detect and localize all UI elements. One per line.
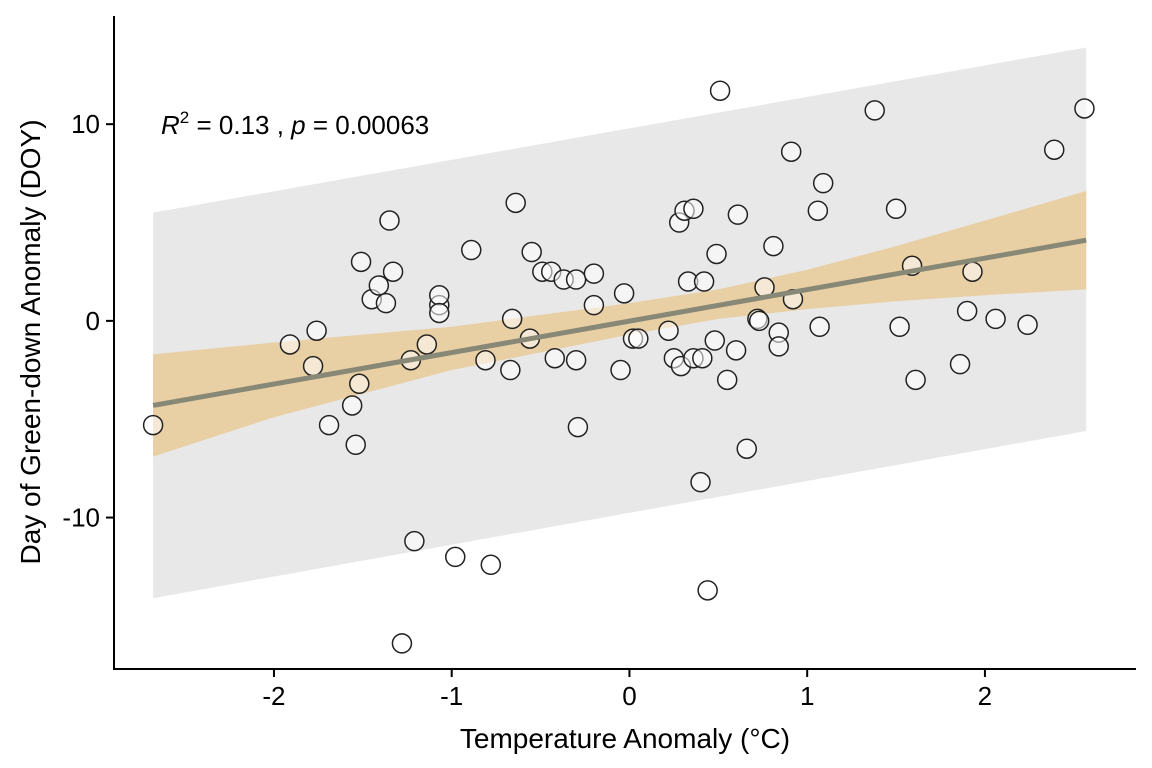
data-point bbox=[461, 239, 482, 261]
data-point bbox=[391, 633, 413, 654]
data-point bbox=[725, 340, 747, 361]
data-point bbox=[382, 261, 404, 282]
data-point bbox=[1017, 314, 1038, 336]
data-point bbox=[404, 530, 425, 552]
data-point bbox=[864, 100, 885, 121]
x-tick-label: 1 bbox=[800, 681, 814, 711]
data-point bbox=[709, 80, 731, 101]
x-tick-label: 0 bbox=[622, 681, 636, 711]
data-point bbox=[956, 300, 978, 322]
data-point bbox=[704, 330, 726, 351]
data-point bbox=[763, 235, 784, 257]
data-point bbox=[985, 308, 1006, 330]
data-point bbox=[1074, 98, 1095, 119]
x-tick-label: -1 bbox=[440, 681, 463, 711]
x-tick-label: -2 bbox=[262, 681, 285, 711]
y-tick-label: 0 bbox=[86, 306, 100, 336]
data-point bbox=[692, 347, 713, 369]
p-label: p bbox=[290, 110, 305, 140]
points-layer bbox=[142, 80, 1095, 654]
data-point bbox=[583, 263, 605, 284]
r2-value: = 0.13 , bbox=[189, 110, 291, 140]
data-point bbox=[544, 347, 566, 369]
data-point bbox=[683, 198, 704, 220]
data-point bbox=[306, 320, 327, 341]
data-point bbox=[583, 294, 605, 316]
x-ticks: -2 -1 0 1 2 bbox=[262, 669, 992, 711]
data-point bbox=[812, 172, 834, 194]
data-point bbox=[706, 243, 727, 265]
data-point bbox=[318, 414, 340, 436]
regression-line bbox=[152, 237, 1087, 408]
data-point bbox=[1043, 139, 1065, 160]
data-point bbox=[429, 302, 450, 324]
data-point bbox=[962, 261, 983, 282]
data-point bbox=[693, 271, 715, 292]
r2-label: R bbox=[161, 110, 180, 140]
data-point bbox=[375, 292, 397, 314]
data-point bbox=[628, 328, 649, 349]
data-point bbox=[658, 320, 679, 341]
data-point bbox=[379, 210, 400, 231]
stats-annotation: R2 = 0.13 , p = 0.00063 bbox=[161, 108, 429, 140]
data-point bbox=[521, 241, 542, 263]
data-point bbox=[716, 369, 738, 391]
data-point bbox=[780, 141, 802, 162]
data-point bbox=[949, 353, 971, 375]
data-point bbox=[690, 471, 711, 493]
data-point bbox=[142, 414, 164, 436]
y-ticks: -10 0 10 bbox=[62, 109, 114, 533]
data-point bbox=[697, 580, 718, 601]
data-point bbox=[480, 554, 502, 576]
data-point bbox=[768, 336, 789, 357]
data-point bbox=[368, 275, 390, 296]
p-value: = 0.00063 bbox=[306, 110, 430, 140]
data-point bbox=[748, 310, 770, 332]
y-axis-title: Day of Green-down Anomaly (DOY) bbox=[15, 119, 46, 564]
data-point bbox=[279, 334, 301, 355]
data-point bbox=[885, 198, 907, 220]
data-point bbox=[416, 334, 438, 355]
data-point bbox=[341, 395, 363, 416]
r2-superscript: 2 bbox=[180, 108, 189, 127]
x-axis-title: Temperature Anomaly (°C) bbox=[460, 723, 790, 754]
data-point bbox=[429, 285, 450, 306]
y-tick-label: 10 bbox=[71, 109, 100, 139]
data-point bbox=[349, 373, 370, 395]
data-point bbox=[302, 355, 324, 377]
data-point bbox=[565, 269, 587, 290]
data-point bbox=[500, 359, 521, 381]
data-point bbox=[567, 416, 589, 438]
data-point bbox=[610, 359, 631, 381]
data-point bbox=[345, 434, 366, 456]
data-point bbox=[565, 349, 587, 371]
data-point bbox=[505, 192, 526, 214]
data-point bbox=[905, 369, 926, 391]
data-point bbox=[501, 308, 523, 330]
data-point bbox=[809, 316, 830, 338]
data-point bbox=[727, 204, 749, 225]
data-point bbox=[350, 251, 372, 273]
data-point bbox=[807, 200, 829, 221]
x-tick-label: 2 bbox=[978, 681, 992, 711]
data-point bbox=[475, 349, 496, 371]
data-point bbox=[613, 283, 635, 304]
data-point bbox=[889, 316, 910, 338]
data-point bbox=[736, 438, 758, 459]
y-tick-label: -10 bbox=[62, 503, 100, 533]
data-point bbox=[445, 546, 466, 568]
